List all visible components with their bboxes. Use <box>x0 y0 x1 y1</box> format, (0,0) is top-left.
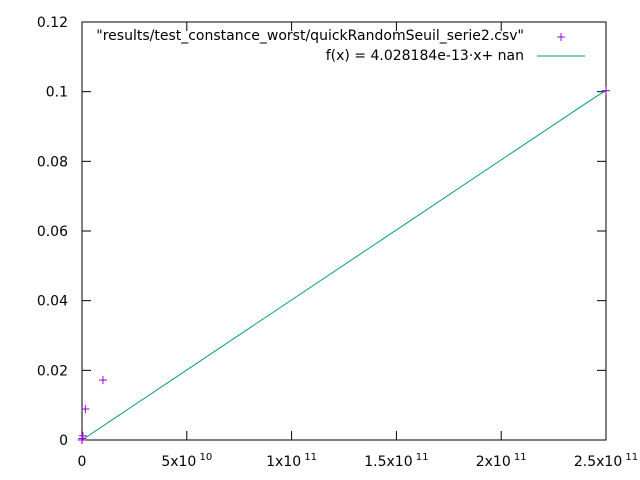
data-point <box>81 404 90 413</box>
x-tick-label: 2.5x10 11 <box>574 452 638 470</box>
y-tick-label: 0.06 <box>37 224 68 240</box>
x-tick-label: 1.5x10 11 <box>364 452 428 470</box>
y-tick-label: 0.08 <box>37 154 68 170</box>
y-tick-label: 0.1 <box>46 85 68 101</box>
legend: "results/test_constance_worst/quickRando… <box>96 28 585 64</box>
data-point <box>78 431 87 440</box>
y-axis: 0 0.02 0.04 0.06 0.08 0.1 0.12 <box>37 15 606 449</box>
plot-frame <box>81 21 607 441</box>
y-tick-label: 0.04 <box>37 294 68 310</box>
x-tick-label: 1x10 11 <box>266 452 317 470</box>
x-tick-label: 0 <box>78 454 87 470</box>
legend-label-data-points: "results/test_constance_worst/quickRando… <box>96 28 524 44</box>
y-tick-label: 0.12 <box>37 15 68 31</box>
data-point <box>602 86 610 95</box>
legend-label-fit-line: f(x) = 4.028184e-13·x+ nan <box>326 48 524 64</box>
data-point <box>98 376 107 385</box>
plot-series <box>78 86 610 444</box>
fit-line <box>81 90 607 441</box>
y-tick-label: 0.02 <box>37 363 68 379</box>
x-tick-label: 2x10 11 <box>476 452 527 470</box>
y-tick-label: 0 <box>59 433 68 449</box>
legend-marker-data-points: + <box>556 30 566 44</box>
x-axis: 0 5x10 10 1x10 11 1.5x10 11 2x10 11 2.5x10 11 <box>78 22 638 470</box>
x-tick-label: 5x10 10 <box>161 452 212 470</box>
